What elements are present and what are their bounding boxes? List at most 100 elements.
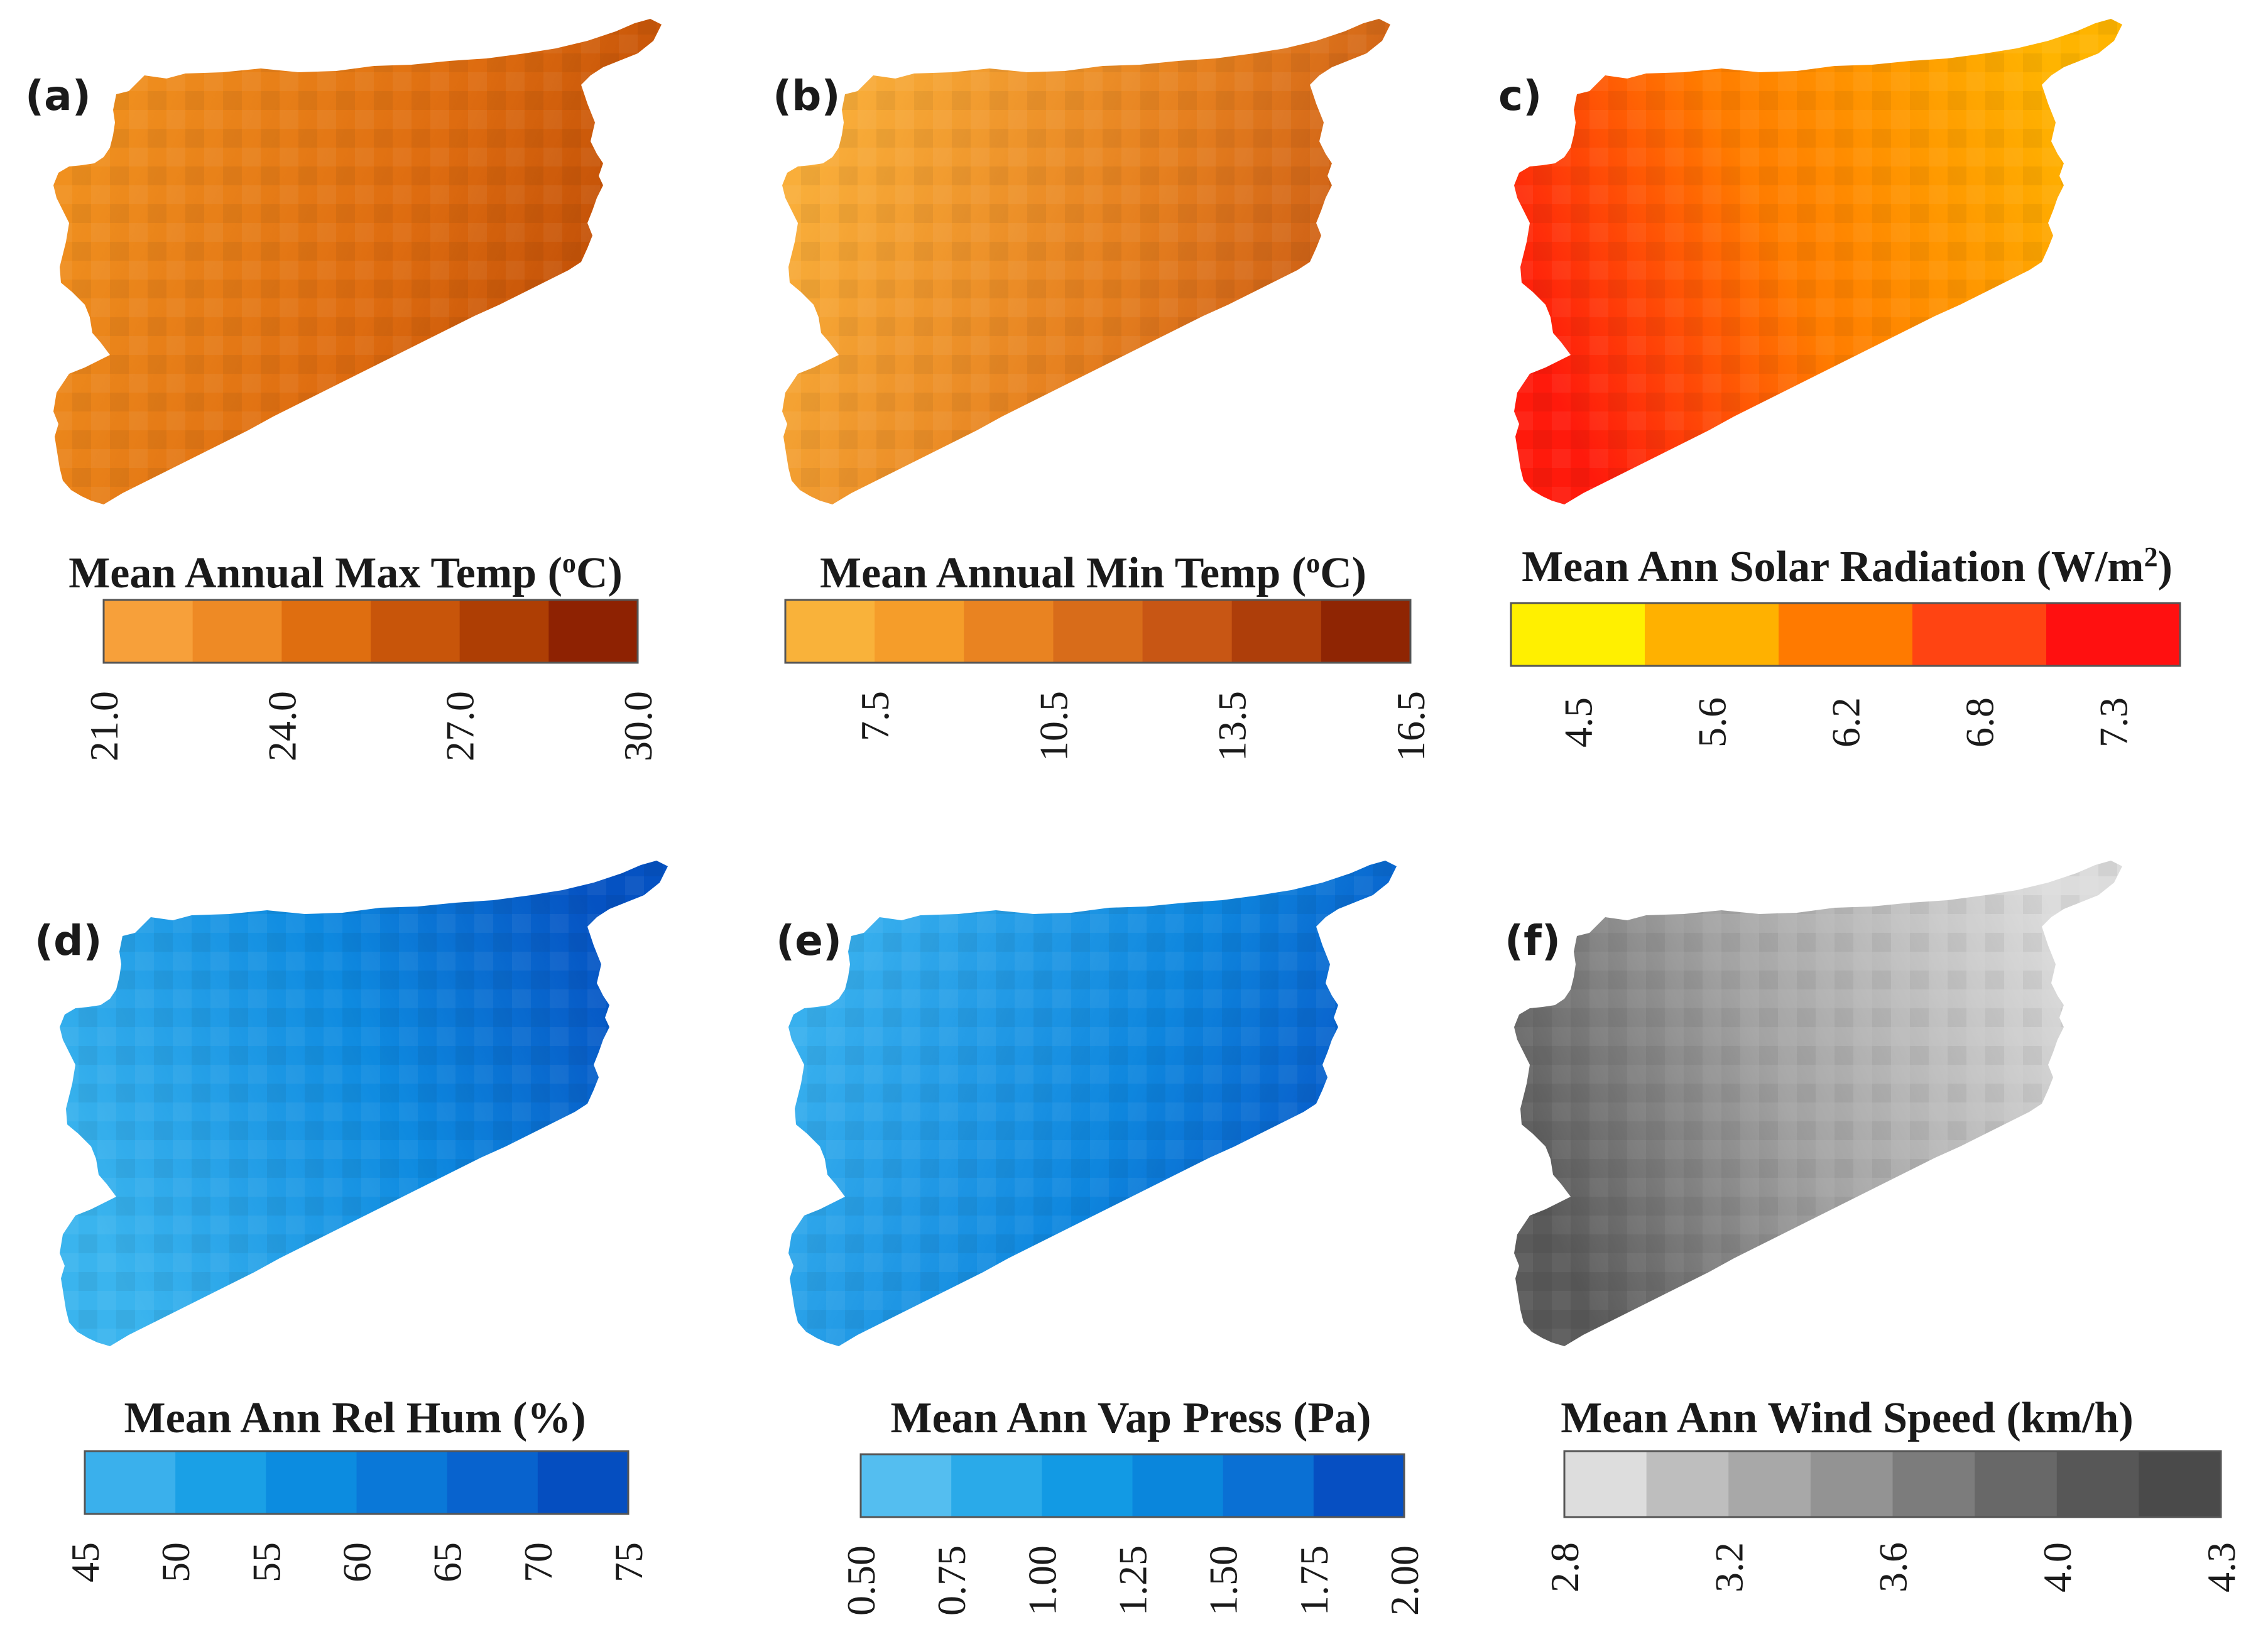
- tick-label-e-6: 2.00: [1382, 1545, 1427, 1616]
- tick-label-b-0: 7.5: [853, 691, 897, 741]
- tick-label-d-0: 45: [63, 1542, 107, 1582]
- legend-swatch-b-1: [875, 600, 964, 663]
- panel-letter-f: (f): [1505, 917, 1561, 965]
- legend-swatch-e-3: [1132, 1454, 1224, 1517]
- legend-swatch-c-3: [1912, 603, 2047, 666]
- legend-frame-a: [102, 599, 639, 664]
- legend-swatch-f-4: [1892, 1451, 1975, 1517]
- legend-bar-e: [859, 1453, 1405, 1518]
- legend-frame-e: [859, 1453, 1405, 1518]
- legend-title-e: Mean Ann Vap Press (Pa): [891, 1394, 1371, 1442]
- tick-label-a-0: 21.0: [82, 691, 126, 761]
- tick-label-e-2: 1.00: [1020, 1545, 1064, 1616]
- tick-label-e-5: 1.75: [1292, 1545, 1336, 1616]
- tick-label-a-2: 27.0: [438, 691, 482, 761]
- tick-label-e-0: 0.50: [839, 1545, 883, 1616]
- legend-swatch-d-5: [537, 1451, 629, 1514]
- map-c: [1514, 19, 2122, 504]
- tick-label-b-2: 13.5: [1210, 691, 1255, 761]
- legend-bar-c: [1510, 602, 2181, 667]
- tick-label-a-1: 24.0: [259, 691, 304, 761]
- legend-swatch-a-1: [192, 600, 282, 663]
- legend-frame-d: [84, 1450, 630, 1515]
- panel-a: (a) Mean Annual Max Temp (oC) 21.0 24.0 27.0…: [25, 19, 662, 761]
- legend-swatch-e-2: [1042, 1454, 1133, 1517]
- map-d: [60, 861, 668, 1346]
- map-f: [1514, 861, 2122, 1346]
- legend-swatch-f-1: [1646, 1451, 1729, 1517]
- tick-label-c-3: 6.8: [1958, 697, 2002, 748]
- legend-swatch-b-2: [964, 600, 1054, 663]
- legend-title-b: Mean Annual Min Temp (oC): [820, 548, 1366, 598]
- legend-swatch-e-1: [951, 1454, 1042, 1517]
- legend-swatch-c-2: [1779, 603, 1913, 666]
- panel-letter-c: c): [1498, 72, 1542, 120]
- tick-label-f-3: 4.0: [2035, 1542, 2080, 1592]
- map-texture-d: [60, 861, 668, 1346]
- panel-d: (d) Mean Ann Rel Hum (%) 45 50 55 60 65 70 75: [35, 861, 668, 1582]
- legend-title-d: Mean Ann Rel Hum (%): [124, 1394, 586, 1442]
- legend-swatch-a-2: [281, 600, 371, 663]
- legend-frame-c: [1510, 602, 2181, 667]
- panel-c: c) Mean Ann Solar Radiation (W/m2) 4.5 5.6 6…: [1498, 19, 2181, 748]
- panel-letter-b: (b): [773, 72, 841, 120]
- legend-swatch-d-3: [356, 1451, 448, 1514]
- panel-e: (e) Mean Ann Vap Press (Pa) 0.50 0.75 1.00 1.…: [776, 861, 1427, 1616]
- legend-swatch-d-4: [447, 1451, 538, 1514]
- legend-swatch-b-3: [1053, 600, 1143, 663]
- map-texture-b: [782, 19, 1390, 504]
- legend-swatch-f-5: [1975, 1451, 2058, 1517]
- legend-bar-f: [1563, 1450, 2222, 1518]
- panel-f: (f) Mean Ann Wind Speed (km/h) 2.8 3.2 3.6 4.…: [1505, 861, 2243, 1592]
- panel-b: (b) Mean Annual Min Temp (oC) 7.5 10.5 13.5 1…: [773, 19, 1433, 761]
- tick-label-d-4: 65: [425, 1542, 470, 1582]
- legend-swatch-c-0: [1511, 603, 1645, 666]
- map-texture-f: [1514, 861, 2122, 1346]
- legend-bar-d: [84, 1450, 630, 1515]
- legend-swatch-b-0: [785, 600, 875, 663]
- legend-title-f: Mean Ann Wind Speed (km/h): [1561, 1394, 2134, 1442]
- legend-swatch-f-6: [2056, 1451, 2139, 1517]
- legend-swatch-c-1: [1645, 603, 1779, 666]
- map-texture-c: [1514, 19, 2122, 504]
- legend-swatch-e-0: [861, 1454, 952, 1517]
- tick-label-c-4: 7.3: [2091, 697, 2136, 748]
- legend-swatch-b-4: [1142, 600, 1233, 663]
- tick-label-e-4: 1.50: [1201, 1545, 1246, 1616]
- map-texture-e: [788, 861, 1397, 1346]
- legend-frame-f: [1563, 1450, 2222, 1518]
- legend-swatch-b-6: [1321, 600, 1411, 663]
- legend-swatch-f-7: [2139, 1451, 2222, 1517]
- tick-label-b-1: 10.5: [1031, 691, 1076, 761]
- legend-swatch-a-0: [104, 600, 194, 663]
- legend-bar-b: [784, 599, 1412, 664]
- legend-frame-b: [784, 599, 1412, 664]
- tick-label-c-2: 6.2: [1824, 697, 1868, 748]
- legend-bar-a: [102, 599, 639, 664]
- tick-label-b-3: 16.5: [1388, 691, 1433, 761]
- tick-label-e-1: 0.75: [929, 1545, 974, 1616]
- legend-swatch-f-0: [1564, 1451, 1647, 1517]
- map-b: [782, 19, 1390, 504]
- tick-label-f-1: 3.2: [1706, 1542, 1751, 1592]
- tick-label-d-5: 70: [516, 1542, 560, 1582]
- legend-swatch-d-1: [175, 1451, 266, 1514]
- legend-swatch-a-4: [459, 600, 549, 663]
- legend-swatch-e-5: [1313, 1454, 1405, 1517]
- tick-label-f-2: 3.6: [1871, 1542, 1916, 1592]
- map-e: [788, 861, 1397, 1346]
- legend-swatch-f-3: [1810, 1451, 1893, 1517]
- legend-swatch-d-0: [85, 1451, 176, 1514]
- legend-swatch-b-5: [1231, 600, 1322, 663]
- tick-label-c-1: 5.6: [1690, 697, 1735, 748]
- tick-label-c-0: 4.5: [1556, 697, 1601, 748]
- legend-swatch-f-2: [1728, 1451, 1811, 1517]
- tick-label-a-3: 30.0: [616, 691, 660, 761]
- tick-label-d-6: 75: [606, 1542, 651, 1582]
- tick-label-d-3: 60: [335, 1542, 379, 1582]
- tick-label-d-2: 55: [244, 1542, 288, 1582]
- tick-label-f-0: 2.8: [1542, 1542, 1587, 1592]
- legend-title-a: Mean Annual Max Temp (oC): [68, 548, 623, 598]
- legend-swatch-d-2: [266, 1451, 357, 1514]
